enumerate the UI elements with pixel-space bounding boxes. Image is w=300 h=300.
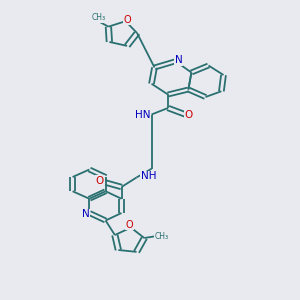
Text: O: O bbox=[126, 220, 133, 230]
Text: N: N bbox=[175, 55, 182, 65]
Text: O: O bbox=[96, 176, 104, 186]
Text: N: N bbox=[82, 209, 90, 219]
Text: CH₃: CH₃ bbox=[92, 13, 106, 22]
Text: O: O bbox=[184, 110, 193, 119]
Text: O: O bbox=[123, 15, 131, 25]
Text: NH: NH bbox=[141, 171, 157, 181]
Text: HN: HN bbox=[134, 110, 150, 119]
Text: CH₃: CH₃ bbox=[154, 232, 169, 241]
